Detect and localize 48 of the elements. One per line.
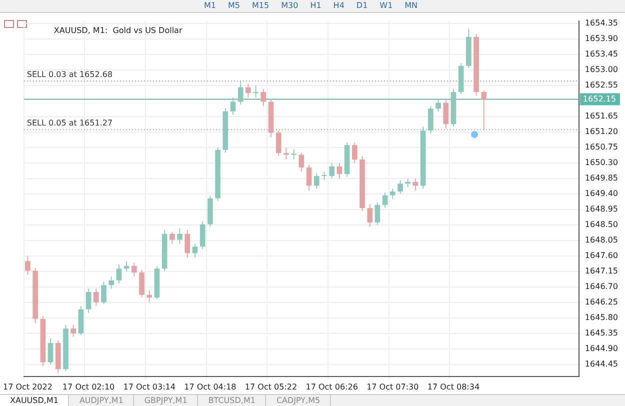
x-tick-label: 17 Oct 06:26 — [306, 382, 358, 392]
x-tick-label: 17 Oct 2022 — [2, 382, 52, 392]
text: H1 — [309, 0, 322, 12]
text: D1 — [355, 0, 369, 12]
text: CADJPY,M5 — [266, 395, 332, 406]
y-tick-label: 1649.40 — [584, 189, 618, 198]
y-tick-label: 1645.80 — [584, 312, 618, 322]
y-tick-label: 1651.20 — [584, 127, 618, 136]
text: MN — [404, 0, 419, 12]
y-tick-label: 1645.35 — [584, 328, 618, 338]
text: GBPJPY,M1 — [134, 395, 198, 406]
y-tick-label: 1654.35 — [584, 18, 618, 28]
ref-line-label: SELL 0.05 at 1651.27 — [26, 118, 113, 128]
x-tick-label: 17 Oct 08:34 — [427, 382, 480, 392]
y-tick-label: 1647.15 — [584, 266, 618, 276]
x-tick-label: 17 Oct 04:18 — [184, 382, 236, 392]
x-tick-label: 17 Oct 05:22 — [244, 382, 298, 392]
text: M30 — [280, 0, 300, 12]
text: H4 — [332, 0, 346, 12]
ref-line-label: SELL 0.03 at 1652.68 — [26, 70, 113, 80]
text: M15 — [251, 0, 270, 12]
text: W1 — [378, 0, 394, 12]
y-tick-label: 1648.05 — [584, 236, 618, 245]
text: AUDJPY,M1 — [69, 395, 134, 406]
y-tick-label: 1648.50 — [584, 220, 618, 230]
text: BTCUSD,M1 — [198, 395, 266, 406]
y-tick-label: 1650.75 — [584, 142, 618, 152]
y-tick-label: 1644.45 — [584, 359, 618, 368]
y-tick-label: 1648.95 — [584, 204, 618, 214]
text: XAUUSD,M1 — [0, 395, 70, 406]
ref-line-label: 1652.15 — [582, 94, 616, 104]
y-tick-label: 1644.90 — [584, 344, 618, 353]
x-tick-label: 17 Oct 03:14 — [123, 382, 176, 392]
y-tick-label: 1652.55 — [584, 80, 618, 90]
y-tick-label: 1649.85 — [584, 174, 618, 183]
y-tick-label: 1653.45 — [584, 50, 618, 59]
y-tick-label: 1646.25 — [584, 297, 618, 306]
text: M5 — [227, 0, 241, 12]
y-tick-label: 1651.65 — [584, 112, 618, 121]
y-tick-label: 1653.90 — [584, 34, 618, 44]
text: XAUUSD, M1: Gold vs US Dollar — [54, 26, 183, 35]
x-tick-label: 17 Oct 07:30 — [366, 382, 419, 392]
y-tick-label: 1646.70 — [584, 282, 618, 291]
text: M1 — [203, 0, 217, 12]
y-tick-label: 1647.60 — [584, 250, 618, 260]
y-tick-label: 1650.30 — [584, 158, 618, 168]
x-tick-label: 17 Oct 02:10 — [62, 382, 115, 392]
y-tick-label: 1653.00 — [584, 65, 618, 74]
